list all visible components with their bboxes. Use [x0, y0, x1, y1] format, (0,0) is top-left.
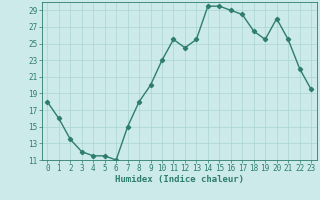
- X-axis label: Humidex (Indice chaleur): Humidex (Indice chaleur): [115, 175, 244, 184]
